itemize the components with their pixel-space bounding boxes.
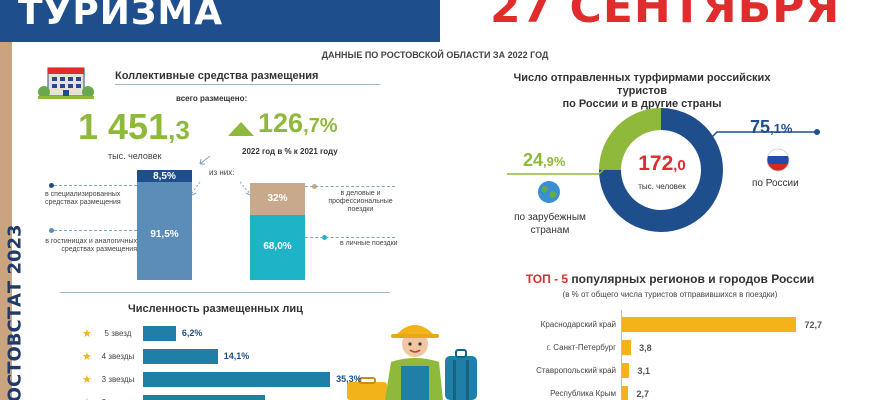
legend-dot — [49, 183, 54, 188]
leader-line — [305, 186, 395, 187]
hotel-icon — [38, 67, 94, 99]
region-bar-value: 3,1 — [637, 366, 650, 376]
bar-personal-trips — [250, 215, 305, 280]
russia-flag-icon — [766, 148, 790, 172]
bar-business-trips — [250, 183, 305, 215]
date-banner — [448, 0, 870, 42]
stars-bar-value: 14,1% — [223, 351, 250, 361]
bar-specialized — [137, 170, 192, 182]
star-icon: ★ — [82, 351, 92, 363]
annotation-specialized: в специализированных средствах размещени… — [45, 191, 121, 206]
stars-bar-value: 35,3% — [336, 374, 362, 384]
growth-arrow-icon — [228, 122, 254, 136]
bar-business-value: 32% — [267, 193, 288, 204]
accommodation-title: Коллективные средства размещения — [115, 70, 319, 82]
total-value: 1 451,3 — [78, 106, 190, 147]
russia-label: по России — [752, 178, 799, 189]
stars-chart-title: Численность размещенных лиц — [128, 303, 303, 315]
bar-hotels — [137, 182, 192, 280]
region-bar — [622, 340, 632, 355]
star-icon: ★ — [82, 328, 92, 340]
data-subtitle: ДАННЫЕ ПО РОСТОВСКОЙ ОБЛАСТИ ЗА 2022 ГОД — [321, 50, 549, 60]
region-label: Краснодарский край — [540, 320, 616, 329]
stars-bar — [143, 395, 265, 400]
growth-label: 2022 год в % к 2021 году — [242, 147, 338, 156]
growth-value: 126,7% — [258, 108, 338, 138]
annotation-personal: в личные поездки — [340, 240, 398, 247]
stars-label: 3 звезды — [101, 375, 135, 384]
traveler-illustration — [347, 325, 477, 400]
abroad-label: по зарубежным странам — [514, 212, 586, 236]
leader-line — [54, 230, 137, 231]
region-label: Республика Крым — [550, 389, 616, 398]
region-label: Ставропольский край — [536, 366, 616, 375]
region-bar-value: 2,7 — [636, 389, 649, 399]
region-bar — [622, 317, 797, 332]
tourists-donut — [599, 108, 723, 232]
divider — [60, 292, 390, 293]
russia-leader — [706, 129, 820, 143]
total-label: всего размещено: — [176, 94, 248, 103]
star-icon: ★ — [82, 396, 92, 400]
stars-bar-value: 6,2% — [181, 328, 203, 338]
donut-slice-russia — [599, 108, 723, 232]
event-date: 27 СЕНТЯБРЯ — [490, 0, 841, 33]
leader-line — [305, 237, 395, 238]
stars-bar — [143, 349, 218, 364]
region-bar-value: 3,8 — [639, 343, 652, 353]
of-them-label: из них: — [209, 168, 235, 177]
legend-dot — [49, 228, 54, 233]
total-unit: тыс. человек — [108, 151, 162, 161]
annotation-hotels: в гостиницах и аналогичных средствах раз… — [45, 238, 137, 253]
region-bar — [622, 363, 630, 378]
tourists-title: Число отправленных турфирмами российских… — [513, 72, 771, 110]
stars-bar — [143, 372, 331, 387]
annotation-business: в деловые и профессиональные поездки — [328, 190, 393, 213]
side-strip — [0, 42, 12, 400]
tourists-unit: тыс. человек — [638, 182, 686, 191]
region-bar-value: 72,7 — [804, 320, 822, 330]
region-bar — [622, 386, 629, 400]
abroad-leader — [507, 161, 612, 175]
header-banner — [0, 0, 440, 42]
source-label: РОСТОВСТАТ 2023 — [4, 224, 26, 400]
tourists-total: 172,0 — [638, 152, 686, 175]
top-regions-title: ТОП - 5 популярных регионов и городов Ро… — [525, 272, 815, 286]
bar-personal-value: 68,0% — [263, 241, 292, 252]
divider — [115, 84, 380, 85]
regions-axis — [621, 310, 622, 400]
region-label: г. Санкт-Петербург — [546, 343, 616, 352]
leader-line — [54, 185, 137, 186]
bar-specialized-value: 8,5% — [153, 171, 176, 182]
star-icon: ★ — [82, 374, 92, 386]
bar-hotels-value: 91,5% — [150, 229, 179, 240]
donut-slice-abroad — [599, 108, 661, 170]
page-title: ТУРИЗМА — [18, 0, 224, 33]
stars-label: 5 звезд — [104, 329, 132, 338]
abroad-value: 24,9% — [523, 150, 566, 170]
top-regions-subtitle: (в % от общего числа туристов отправивши… — [562, 290, 778, 299]
stars-label: 4 звезды — [101, 352, 135, 361]
stars-label: 2 звезды — [98, 398, 138, 400]
globe-icon — [538, 181, 560, 203]
stars-bar — [143, 326, 176, 341]
